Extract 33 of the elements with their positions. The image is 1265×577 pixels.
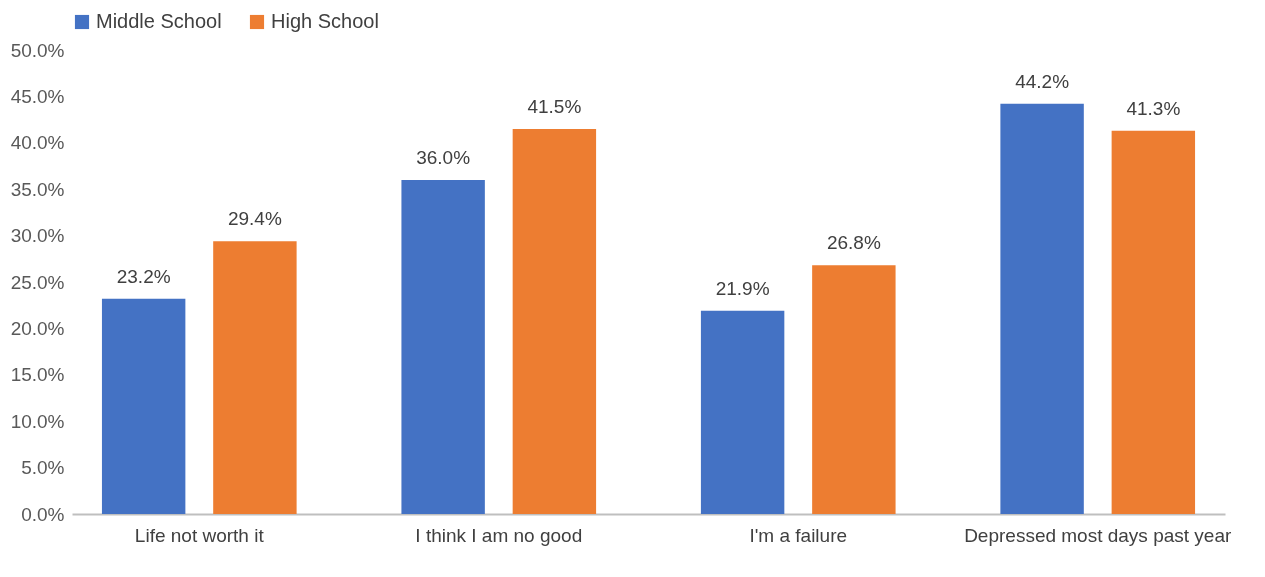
legend-label: Middle School [96,10,222,32]
y-tick-label: 15.0% [10,364,65,386]
y-tick-label: 10.0% [10,410,65,432]
bar [512,128,597,514]
x-tick-label: Life not worth it [134,524,265,546]
y-tick-label: 45.0% [10,85,65,107]
y-tick-label: 25.0% [10,271,65,293]
bar [812,265,896,514]
y-tick-label: 30.0% [10,225,65,247]
legend-label: High School [271,10,379,32]
y-tick-label: 5.0% [21,457,65,479]
x-tick-label: I'm a failure [749,524,848,546]
x-tick-label: Depressed most days past year [964,524,1232,546]
bar [213,241,297,514]
bar [101,298,186,514]
data-label: 41.3% [1126,97,1181,119]
data-label: 36.0% [416,146,471,168]
y-tick-label: 20.0% [10,317,65,339]
bar [1000,103,1084,514]
data-label: 26.8% [826,232,881,254]
x-tick-label: I think I am no good [415,524,583,546]
bar [1111,130,1196,514]
data-label: 41.5% [527,95,582,117]
y-tick-label: 40.0% [10,132,65,154]
data-label: 44.2% [1015,70,1070,92]
y-tick-label: 50.0% [10,39,65,61]
bar [700,310,785,514]
y-tick-label: 0.0% [21,503,65,525]
data-label: 21.9% [715,277,770,299]
y-tick-label: 35.0% [10,178,65,200]
bar [401,179,485,514]
data-label: 23.2% [116,265,171,287]
data-label: 29.4% [227,208,282,230]
